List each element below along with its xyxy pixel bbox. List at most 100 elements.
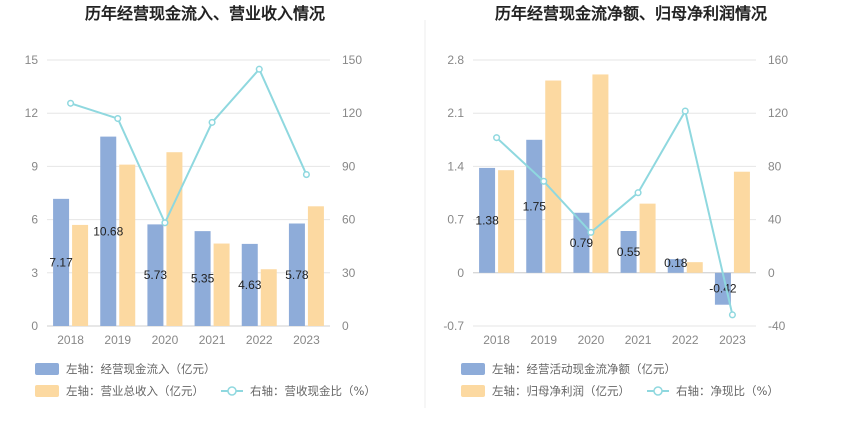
revenue-bar [639,203,656,273]
x-axis-tick-label: 2020 [578,333,605,347]
left-axis-tick-label: 9 [31,159,38,173]
legend-swatch-ratio-point [227,386,237,396]
revenue-bar [592,74,609,273]
revenue-bar [72,224,89,326]
revenue-bar [545,80,562,273]
legend-label: 右轴：营收现金比（%） [250,384,376,398]
revenue-bar [498,170,515,273]
cash-bar [714,272,731,305]
legend-label: 左轴：经营现金流入（亿元） [66,362,216,376]
bar-data-label: 1.75 [523,199,547,213]
bar-data-label: 10.68 [93,224,123,238]
bar-data-label: 4.63 [238,278,262,292]
left-axis-tick-label: 12 [25,106,39,120]
right-axis-tick-label: 0 [768,266,775,280]
ratio-point [587,228,595,236]
legend-label: 左轴：营业总收入（亿元） [66,384,204,398]
ratio-point [67,99,75,107]
right-axis-tick-label: 120 [768,106,788,120]
cash-bar [526,139,543,273]
ratio-point [634,189,642,197]
left-axis-tick-label: 2.8 [447,53,464,67]
cash-bar [667,259,684,273]
ratio-point [161,219,169,227]
revenue-bar [307,206,324,326]
ratio-line [70,67,308,226]
bar-data-label: -0.42 [709,282,737,296]
right-axis-tick-label: -40 [768,319,786,333]
x-axis-tick-label: 2022 [246,333,273,347]
bar-data-label: 0.55 [617,245,641,259]
ratio-point [302,171,310,179]
right-axis-tick-label: 80 [768,159,782,173]
left-axis-tick-label: 2.1 [447,106,464,120]
legend-swatch-revenue [461,385,485,397]
cash-bar [620,231,637,273]
chart-panel-1: 历年经营现金流入、营业收入情况0369121503060901201502018… [25,4,376,398]
right-axis-tick-label: 150 [342,53,362,67]
right-axis-tick-label: 30 [342,266,356,280]
revenue-bar [260,269,277,326]
legend-swatch-ratio-point [653,386,663,396]
x-axis-tick-label: 2023 [719,333,746,347]
revenue-bar [166,152,183,326]
x-axis-tick-label: 2021 [625,333,652,347]
chart-title: 历年经营现金流净额、归母净利润情况 [495,4,767,23]
bar-data-label: 0.18 [664,256,688,270]
left-axis-tick-label: 15 [25,53,39,67]
legend-label: 右轴：净现比（%） [676,384,779,398]
cash-bar [479,167,496,273]
left-axis-tick-label: 1.4 [447,159,464,173]
cash-bar [241,243,258,326]
left-axis-tick-label: 6 [31,213,38,227]
left-axis-tick-label: -0.7 [443,319,464,333]
cash-bar [53,198,70,326]
x-axis-tick-label: 2020 [152,333,179,347]
ratio-point [540,177,548,185]
bar-data-label: 5.78 [285,268,309,282]
legend-label: 左轴：归母净利润（亿元） [492,384,630,398]
left-axis-tick-label: 0 [457,266,464,280]
ratio-point [493,134,501,142]
legend-swatch-cash [35,363,59,375]
ratio-point [728,311,736,319]
x-axis-tick-label: 2018 [57,333,84,347]
revenue-bar [733,171,750,273]
left-axis-tick-label: 0 [31,319,38,333]
right-axis-tick-label: 60 [342,213,356,227]
x-axis-tick-label: 2018 [483,333,510,347]
bar-data-label: 7.17 [49,255,73,269]
legend-swatch-cash [461,363,485,375]
cash-bar [147,224,164,326]
x-axis-tick-label: 2022 [672,333,699,347]
left-axis-tick-label: 0.7 [447,213,464,227]
right-axis-tick-label: 160 [768,53,788,67]
revenue-bar [686,262,703,273]
x-axis-tick-label: 2019 [104,333,131,347]
left-axis-tick-label: 3 [31,266,38,280]
chart-title: 历年经营现金流入、营业收入情况 [85,4,325,23]
ratio-point [114,114,122,123]
x-axis-tick-label: 2021 [199,333,226,347]
legend-label: 左轴：经营活动现金流净额（亿元） [492,362,676,376]
right-axis-tick-label: 90 [342,159,356,173]
bar-data-label: 1.38 [475,213,499,227]
ratio-line [495,108,734,316]
ratio-point [208,118,216,126]
right-axis-tick-label: 40 [768,213,782,227]
revenue-bar [213,243,230,326]
cash-bar [100,136,117,326]
ratio-point [681,107,689,115]
revenue-bar [119,164,136,326]
x-axis-tick-label: 2023 [293,333,320,347]
x-axis-tick-label: 2019 [530,333,557,347]
right-axis-tick-label: 120 [342,106,362,120]
chart-panel-2: 历年经营现金流净额、归母净利润情况 -0.7 0 0.7 1.4 2.1 2.8 -40 0 40… [443,4,788,398]
bar-data-label: 5.73 [144,268,168,282]
ratio-point [255,65,263,73]
cash-bar [288,223,305,326]
legend-swatch-revenue [35,385,59,397]
bar-data-label: 5.35 [191,272,215,286]
right-axis-tick-label: 0 [342,319,349,333]
